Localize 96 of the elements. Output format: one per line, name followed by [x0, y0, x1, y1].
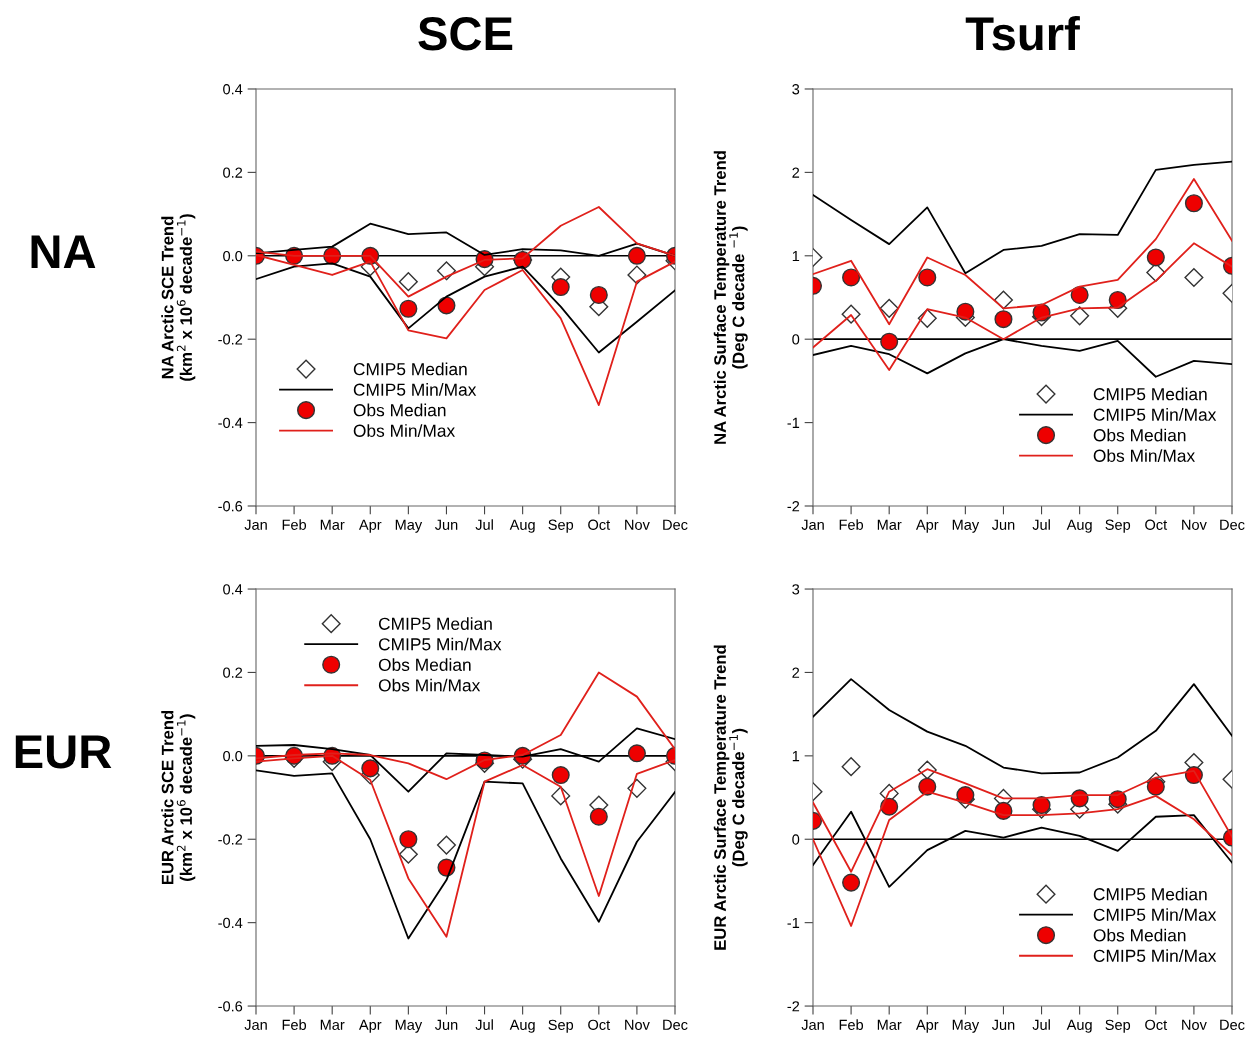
y-axis-title: EUR Arctic SCE Trend (km$^{2}$ x 10$^{6}$ decade$^{−1}$): [161, 710, 196, 885]
y-tick-label: 0.4: [223, 84, 243, 95]
x-tick-label: Oct: [588, 519, 611, 530]
chart-title: Tsurf: [965, 15, 1080, 51]
y-tick-label: -1: [787, 917, 800, 928]
y-tick-label: -0.6: [218, 501, 243, 512]
y-tick-label: 2: [792, 667, 800, 678]
x-tick-label: Apr: [358, 519, 382, 533]
legend-label: Obs Median: [353, 403, 446, 417]
x-tick-label: Jan: [801, 1019, 824, 1030]
y-tick-label: -0.2: [218, 834, 243, 845]
x-tick-label: Dec: [663, 519, 688, 530]
x-tick-label: Feb: [282, 519, 307, 530]
y-tick-label: 1: [792, 751, 800, 762]
legend-label: CMIP5 Median: [1093, 887, 1207, 901]
legend-label: Obs Min/Max: [378, 678, 481, 692]
y-tick-label: 0.4: [223, 584, 243, 595]
legend-label: CMIP5 Min/Max: [1093, 408, 1217, 421]
legend-label: Obs Min/Max: [1093, 449, 1195, 462]
x-tick-label: Dec: [663, 1019, 688, 1030]
x-tick-label: Jul: [1032, 519, 1050, 530]
legend-label: Obs Median: [1093, 428, 1186, 442]
x-tick-label: Mar: [877, 519, 902, 530]
y-axis-title: NA Arctic SCE Trend (km$^{2}$ x 10$^{6}$ decade$^{−1}$): [161, 214, 196, 381]
legend-label: Obs Median: [378, 658, 471, 671]
x-tick-label: Aug: [509, 519, 535, 533]
x-tick-label: Jun: [991, 519, 1015, 530]
legend-label: CMIP5 Median: [378, 617, 492, 630]
x-tick-label: Jan: [801, 519, 824, 530]
x-tick-label: Nov: [625, 519, 650, 530]
x-tick-label: Dec: [1220, 519, 1245, 530]
x-tick-label: Feb: [839, 1019, 864, 1030]
x-tick-label: Nov: [625, 1019, 650, 1030]
legend-label: CMIP5 Median: [1093, 387, 1207, 401]
x-tick-label: Dec: [1220, 1019, 1245, 1030]
x-tick-label: Sep: [1105, 519, 1131, 533]
x-tick-label: Sep: [548, 1019, 574, 1033]
y-tick-label: 1: [792, 251, 800, 262]
x-tick-label: Aug: [1066, 1019, 1092, 1033]
y-tick-label: -0.4: [218, 417, 243, 429]
y-tick-label: 0.0: [223, 750, 243, 762]
x-tick-label: May: [952, 1019, 980, 1033]
y-tick-label: 3: [792, 84, 800, 95]
y-tick-label: -1: [787, 417, 800, 428]
legend-label: CMIP5 Min/Max: [353, 383, 477, 396]
legend-label: CMIP5 Min/Max: [1093, 949, 1217, 962]
y-tick-label: -0.4: [218, 917, 243, 929]
legend-label: CMIP5 Min/Max: [1093, 908, 1217, 921]
x-tick-label: Jun: [434, 1019, 458, 1030]
x-tick-label: May: [952, 519, 980, 533]
y-tick-label: 0: [792, 334, 800, 345]
y-tick-label: 0: [792, 834, 800, 845]
x-tick-label: Jan: [244, 519, 267, 530]
x-tick-label: Apr: [358, 1019, 382, 1033]
x-tick-label: Apr: [915, 519, 939, 533]
x-tick-label: Jul: [475, 519, 493, 530]
y-tick-label: 2: [792, 167, 800, 178]
y-tick-label: -0.2: [218, 334, 243, 345]
x-tick-label: Jul: [475, 1019, 493, 1030]
text: NA: [31, 235, 96, 268]
legend-label: Obs Median: [1093, 928, 1186, 942]
x-tick-label: Apr: [915, 1019, 939, 1033]
y-tick-label: 0.2: [223, 667, 243, 678]
x-tick-label: Jul: [1032, 1019, 1050, 1030]
x-tick-label: Aug: [509, 1019, 535, 1033]
x-tick-label: Oct: [1145, 519, 1168, 530]
chart-title: SCE: [418, 17, 513, 51]
x-tick-label: Mar: [320, 1019, 345, 1030]
y-tick-label: 3: [792, 584, 800, 595]
x-tick-label: Feb: [282, 1019, 307, 1030]
y-axis-title: EUR Arctic Surface Temperature Trend (Deg C decade$^{−1}$): [713, 645, 748, 950]
x-tick-label: Mar: [877, 1019, 902, 1030]
x-tick-label: Mar: [320, 519, 345, 530]
legend-label: Obs Min/Max: [353, 424, 455, 437]
x-tick-label: May: [395, 519, 423, 533]
y-axis-title: NA Arctic Surface Temperature Trend (Deg C decade $^{−1}$): [713, 151, 748, 444]
y-tick-label: -2: [787, 501, 800, 512]
x-tick-label: Jun: [991, 1019, 1015, 1030]
x-tick-label: Oct: [588, 1019, 611, 1030]
x-tick-label: Sep: [1105, 1019, 1131, 1033]
y-tick-label: -0.6: [218, 1001, 243, 1012]
x-tick-label: Jan: [244, 1019, 267, 1030]
legend-label: CMIP5 Median: [353, 362, 467, 376]
y-tick-label: 0.2: [223, 167, 243, 178]
x-tick-label: Feb: [839, 519, 864, 530]
x-tick-label: Sep: [548, 519, 574, 533]
text: EUR: [15, 735, 112, 769]
x-tick-label: May: [395, 1019, 423, 1033]
x-tick-label: Nov: [1182, 1019, 1207, 1030]
legend-label: CMIP5 Min/Max: [378, 637, 502, 651]
x-tick-label: Aug: [1066, 519, 1092, 533]
y-tick-label: -2: [787, 1001, 800, 1012]
x-tick-label: Nov: [1182, 519, 1207, 530]
x-tick-label: Jun: [434, 519, 458, 530]
x-tick-label: Oct: [1145, 1019, 1168, 1030]
y-tick-label: 0.0: [223, 250, 243, 262]
